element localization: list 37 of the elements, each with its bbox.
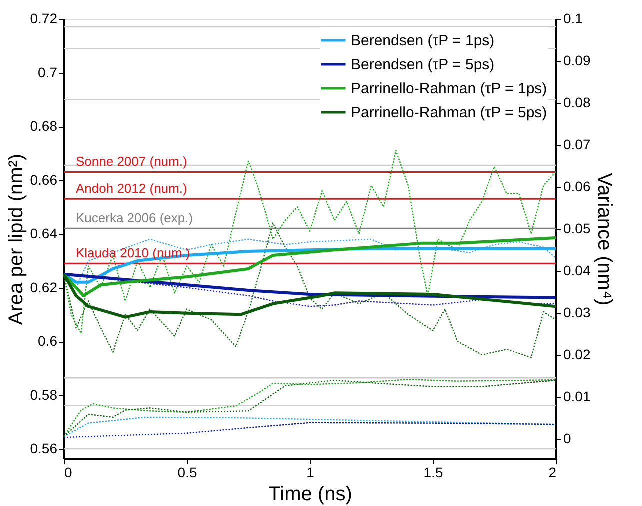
y-tick-label: 0.7 xyxy=(38,64,58,80)
y2-tick-label: 0 xyxy=(564,430,572,446)
line-series xyxy=(63,422,557,438)
x-tick-label: 0 xyxy=(64,464,72,480)
ref-line-label: Andoh 2012 (num.) xyxy=(76,181,188,196)
x-tick-label: 0.5 xyxy=(178,464,198,480)
y2-tick-label: 0.08 xyxy=(564,94,591,110)
y-axis-title: Area per lipid (nm²) xyxy=(5,154,28,326)
ref-line-label: Kucerka 2006 (exp.) xyxy=(76,210,194,226)
y-tick-label: 0.68 xyxy=(30,118,58,134)
y2-tick-label: 0.09 xyxy=(564,52,591,68)
y2-tick-label: 0.1 xyxy=(564,10,584,26)
y-tick-label: 0.72 xyxy=(30,10,58,26)
line-series xyxy=(62,272,558,319)
y2-tick-label: 0.02 xyxy=(564,346,591,362)
legend-label: Parrinello-Rahman (τP = 1ps) xyxy=(351,80,548,98)
y-tick-label: 0.58 xyxy=(30,386,58,403)
y2-tick-label: 0.05 xyxy=(564,220,591,236)
y-tick-label: 0.6 xyxy=(38,333,58,350)
y-tick-label: 0.62 xyxy=(30,279,58,296)
y-tick-label: 0.64 xyxy=(30,226,58,242)
x-tick-label: 1.5 xyxy=(424,464,444,480)
y2-axis-title: Variance (nm⁴) xyxy=(594,173,616,306)
legend-label: Parrinello-Rahman (τP = 5ps) xyxy=(351,104,548,122)
y2-tick-label: 0.04 xyxy=(564,262,591,278)
y2-tick-label: 0.01 xyxy=(564,388,591,404)
y2-tick-label: 0.07 xyxy=(564,136,591,152)
ref-line-label: Sonne 2007 (num.) xyxy=(76,154,188,170)
y-tick-label: 0.56 xyxy=(30,440,58,457)
x-tick-label: 1 xyxy=(306,464,315,480)
x-axis-title: Time (ns) xyxy=(268,484,352,506)
legend-label: Berendsen (τP = 5ps) xyxy=(351,56,495,74)
legend-label: Berendsen (τP = 1ps) xyxy=(351,32,495,50)
y2-tick-label: 0.03 xyxy=(564,304,591,320)
y-tick-label: 0.66 xyxy=(30,172,58,188)
x-tick-label: 2 xyxy=(548,464,557,480)
y2-tick-label: 0.06 xyxy=(564,178,591,194)
